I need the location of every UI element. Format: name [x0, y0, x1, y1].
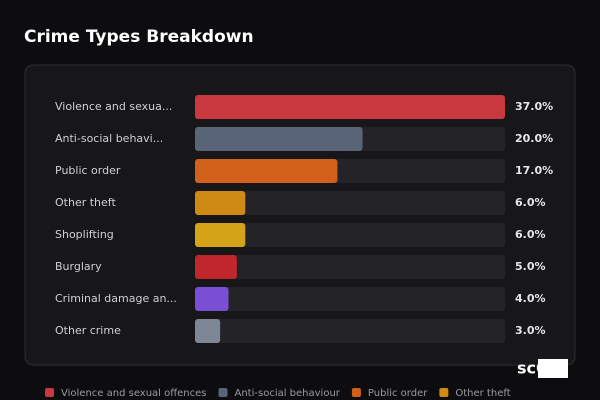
category-label: Criminal damage an... [55, 292, 177, 305]
value-label: 6.0% [515, 228, 546, 241]
legend-label: Violence and sexual offences [61, 388, 207, 399]
legend-label: Other theft [455, 388, 510, 399]
bar-track [195, 223, 505, 247]
category-label: Violence and sexua... [55, 100, 172, 113]
bar-track [195, 255, 505, 279]
bar [195, 223, 246, 247]
category-label: Burglary [55, 260, 102, 273]
category-label: Other crime [55, 324, 121, 337]
value-label: 37.0% [515, 100, 553, 113]
legend-label: Public order [368, 388, 428, 399]
logo-box [538, 359, 568, 378]
bar-track [195, 191, 505, 215]
value-label: 5.0% [515, 260, 546, 273]
category-label: Shoplifting [55, 228, 114, 241]
bar-track [195, 287, 505, 311]
value-label: 3.0% [515, 324, 546, 337]
chart-title: Crime Types Breakdown [24, 27, 254, 47]
category-label: Public order [55, 164, 121, 177]
legend-swatch [218, 388, 228, 397]
value-label: 17.0% [515, 164, 553, 177]
bar [195, 319, 221, 343]
watermark: scOS [517, 359, 561, 378]
bar [195, 159, 338, 183]
bar [195, 95, 505, 119]
legend-swatch [439, 388, 449, 397]
bar [195, 287, 229, 311]
bar [195, 255, 237, 279]
value-label: 6.0% [515, 196, 546, 209]
value-label: 20.0% [515, 132, 553, 145]
bar [195, 127, 363, 151]
legend-label: Anti-social behaviour [235, 388, 341, 399]
legend-swatch [351, 388, 361, 397]
value-label: 4.0% [515, 292, 546, 305]
category-label: Other theft [55, 196, 116, 209]
bar-track [195, 319, 505, 343]
legend-swatch [45, 388, 54, 397]
bar [195, 191, 246, 215]
category-label: Anti-social behavi... [55, 132, 163, 145]
